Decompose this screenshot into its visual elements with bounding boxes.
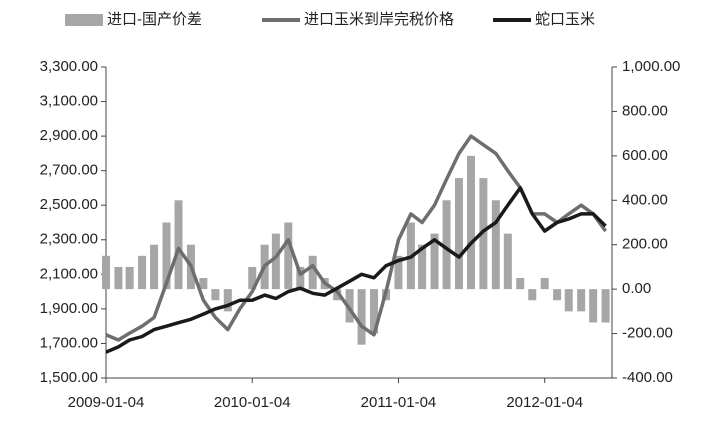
bar [491,200,500,290]
y-tick-label: 3,100.00 [40,93,98,110]
bar [296,266,305,290]
bar [150,244,159,290]
legend-label: 进口-国产价差 [107,11,202,28]
legend-label: 进口玉米到岸完税价格 [304,11,454,28]
y-tick-label: 1,900.00 [40,300,98,317]
bar [589,289,598,323]
y2-tick-label: -400.00 [622,369,673,386]
y-tick-label: 2,100.00 [40,265,98,282]
bar [308,255,317,290]
y2-tick-label: 800.00 [622,102,668,119]
bar [528,289,537,301]
bar [223,289,232,312]
y-tick-label: 3,300.00 [40,58,98,75]
y-tick-label: 2,500.00 [40,196,98,213]
x-tick-label: 2011-01-04 [361,394,437,411]
bar [370,289,379,334]
x-tick-label: 2010-01-04 [214,394,291,411]
y-tick-label: 2,300.00 [40,231,98,248]
bar [138,255,147,290]
y2-tick-label: 600.00 [622,147,668,164]
bar [577,289,586,312]
bar [271,233,280,290]
bar [333,289,342,301]
y-tick-label: 1,500.00 [40,369,98,386]
bar [248,266,257,290]
y2-tick-label: 400.00 [622,191,668,208]
bar [454,178,463,290]
y-tick-label: 2,900.00 [40,127,98,144]
bar [564,289,573,312]
bar [125,266,134,290]
bar [540,278,549,290]
bar [601,289,610,323]
bar [503,233,512,290]
bar [442,200,451,290]
line [105,186,607,354]
bar [162,222,171,290]
y-tick-label: 2,700.00 [40,162,98,179]
y2-tick-label: 200.00 [622,236,668,253]
bar [211,289,220,301]
bar [553,289,562,301]
bar [284,222,293,290]
bar [479,178,488,290]
bar [102,255,110,290]
bar [114,266,123,290]
y-tick-label: 1,700.00 [40,334,98,351]
y2-tick-label: 1,000.00 [622,58,680,75]
bar [418,244,427,290]
bar [357,289,366,345]
x-tick-label: 2012-01-04 [506,394,583,411]
bar [466,155,475,290]
y2-tick-label: -200.00 [622,325,673,342]
bar [516,278,525,290]
bar [174,200,183,290]
bar [199,278,208,290]
x-tick-label: 2009-01-04 [68,394,145,411]
legend-swatch [65,14,103,26]
bar [394,255,403,290]
legend-label: 蛇口玉米 [535,11,595,28]
bar [345,289,354,323]
y2-tick-label: 0.00 [622,280,651,297]
bar [430,233,439,290]
